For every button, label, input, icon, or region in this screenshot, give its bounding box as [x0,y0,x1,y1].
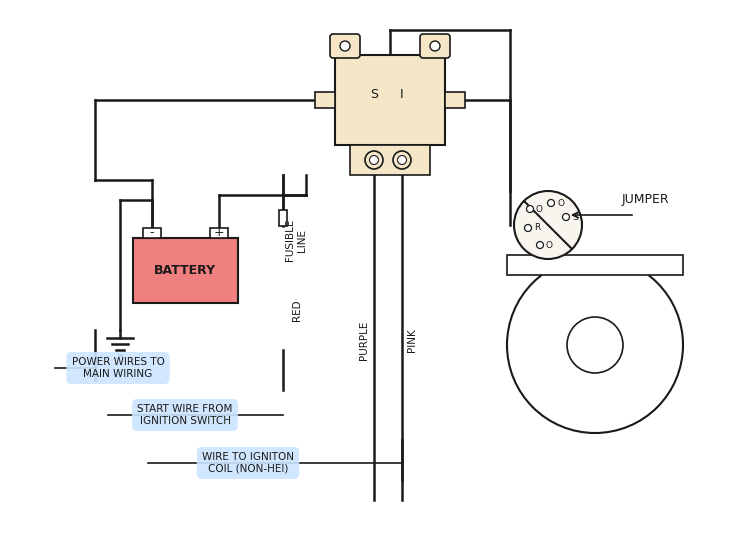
Text: +: + [213,226,224,239]
Circle shape [525,225,531,231]
Circle shape [370,156,378,164]
Text: PINK: PINK [407,328,417,352]
Text: BATTERY: BATTERY [154,263,216,277]
Text: S: S [370,88,378,102]
Bar [507,255,683,275]
Bar [350,145,430,175]
Text: O: O [557,199,564,208]
Circle shape [548,199,554,206]
Text: RED: RED [292,299,302,321]
Text: POWER WIRES TO
MAIN WIRING: POWER WIRES TO MAIN WIRING [72,357,165,379]
Circle shape [526,205,534,213]
Bar [445,92,465,108]
Bar [209,227,228,237]
Text: PURPLE: PURPLE [359,320,369,360]
Circle shape [365,151,383,169]
Circle shape [398,156,406,164]
FancyBboxPatch shape [420,34,450,58]
Text: WIRE TO IGNITON
COIL (NON-HEI): WIRE TO IGNITON COIL (NON-HEI) [202,452,294,474]
Text: JUMPER: JUMPER [621,194,669,206]
Text: -: - [149,226,154,239]
Circle shape [562,214,570,220]
Text: START WIRE FROM
IGNITION SWITCH: START WIRE FROM IGNITION SWITCH [137,404,233,426]
Circle shape [430,41,440,51]
Text: S: S [572,213,578,221]
Text: O: O [546,241,553,250]
Text: I: I [401,88,403,102]
Text: FUSIBLE
LINE: FUSIBLE LINE [285,219,307,261]
Circle shape [340,41,350,51]
Bar [143,227,160,237]
FancyBboxPatch shape [330,34,360,58]
Circle shape [514,191,582,259]
Circle shape [507,257,683,433]
Bar [279,210,287,226]
Text: O: O [536,204,543,214]
Bar [315,92,335,108]
Bar [132,237,237,302]
Circle shape [537,242,543,248]
Circle shape [393,151,411,169]
Circle shape [567,317,623,373]
Bar [335,55,445,145]
Text: R: R [534,224,540,232]
